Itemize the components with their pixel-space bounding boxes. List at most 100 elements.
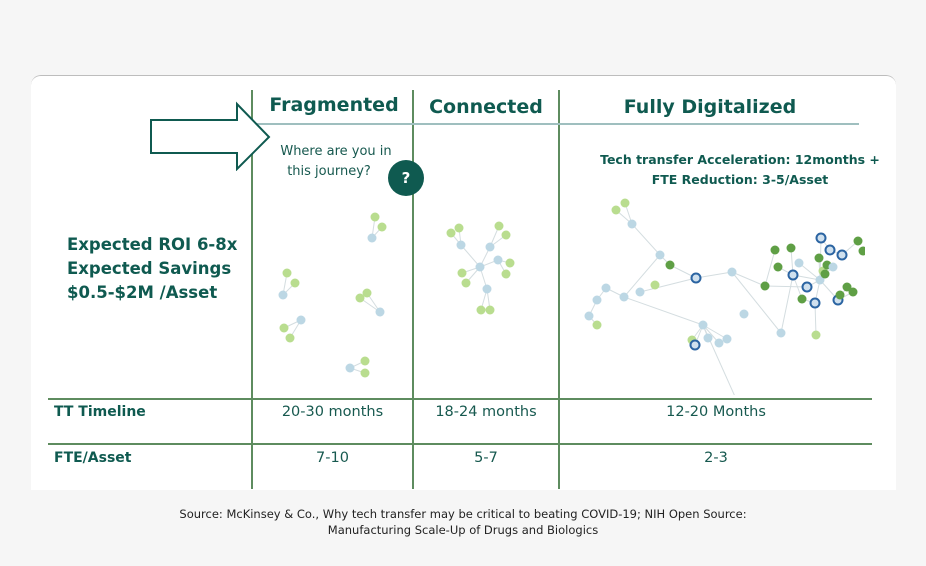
network-node [835, 290, 845, 300]
network-node [584, 311, 594, 321]
network-node [786, 243, 796, 253]
row-divider-fte [48, 443, 872, 445]
network-node [689, 339, 701, 351]
network-node [627, 219, 637, 229]
network-node [279, 323, 289, 333]
network-node [848, 287, 858, 297]
network-node [296, 315, 306, 325]
network-edge [731, 271, 766, 287]
network-node [362, 288, 372, 298]
fte-digitalized: 2-3 [704, 450, 728, 466]
timeline-digitalized: 12-20 Months [666, 404, 766, 420]
network-node [454, 223, 464, 233]
column-title-fragmented: Fragmented [269, 94, 399, 116]
network-node [501, 230, 511, 240]
network-node [794, 258, 804, 268]
journey-question-line1: Where are you in [280, 144, 392, 159]
right-arrow-icon [150, 101, 271, 171]
fte-connected: 5-7 [474, 450, 498, 466]
divider-fragmented-left [251, 90, 253, 489]
network-edge [798, 262, 821, 281]
source-citation: Source: McKinsey & Co., Why tech transfe… [0, 506, 926, 538]
network-node [446, 228, 456, 238]
network-node [592, 295, 602, 305]
network-node [457, 268, 467, 278]
network-node [619, 292, 629, 302]
network-node [367, 233, 377, 243]
network-node [773, 262, 783, 272]
network-node [801, 281, 813, 293]
network-node [370, 212, 380, 222]
network-node [853, 236, 863, 246]
roi-summary: Expected ROI 6-8x Expected Savings $0.5-… [67, 233, 237, 305]
network-node [828, 262, 838, 272]
network-node [493, 255, 503, 265]
row-label-fte-asset: FTE/Asset [54, 450, 132, 466]
network-node [476, 305, 486, 315]
row-divider-timeline [48, 398, 872, 400]
network-node [592, 320, 602, 330]
header-underline [255, 123, 859, 125]
network-node [842, 282, 852, 292]
network-node [824, 244, 836, 256]
source-line2: Manufacturing Scale-Up of Drugs and Biol… [327, 523, 599, 537]
network-node [461, 278, 471, 288]
network-node [814, 253, 824, 263]
journey-question-line2: this journey? [287, 164, 371, 179]
network-node [482, 284, 492, 294]
divider-digital-left [558, 90, 560, 489]
network-node [797, 294, 807, 304]
network-edge [702, 324, 728, 340]
network-edge [623, 296, 704, 326]
network-edge [731, 271, 782, 334]
network-edge [460, 244, 481, 268]
network-edge [780, 274, 794, 334]
network-node [836, 249, 848, 261]
network-node [635, 287, 645, 297]
timeline-connected: 18-24 months [435, 404, 537, 420]
roi-line: Expected ROI 6-8x [67, 235, 238, 254]
network-node [809, 297, 821, 309]
network-node [776, 328, 786, 338]
fragmented-network-graphic [278, 212, 387, 378]
acceleration-metric: Tech transfer Acceleration: 12months + [600, 152, 880, 167]
network-node [494, 221, 504, 231]
network-node [290, 278, 300, 288]
column-title-fully-digitalized: Fully Digitalized [623, 96, 797, 118]
network-node [360, 368, 370, 378]
network-node [858, 246, 865, 256]
timeline-fragmented: 20-30 months [281, 404, 384, 420]
network-node [375, 307, 385, 317]
savings-value-line: $0.5-$2M /Asset [67, 283, 218, 302]
network-node [611, 205, 621, 215]
network-node [703, 333, 713, 343]
network-node [820, 269, 830, 279]
network-node [620, 198, 630, 208]
network-node [722, 334, 732, 344]
network-node [727, 267, 737, 277]
connected-network-graphic [446, 221, 515, 315]
network-node [739, 309, 749, 319]
row-label-tt-timeline: TT Timeline [54, 404, 146, 420]
network-node [601, 283, 611, 293]
network-node [278, 290, 288, 300]
source-line1: Source: McKinsey & Co., Why tech transfe… [179, 507, 747, 521]
network-node [690, 272, 702, 284]
network-node [282, 268, 292, 278]
savings-label-line: Expected Savings [67, 259, 232, 278]
network-edge [702, 324, 735, 395]
network-node [475, 262, 485, 272]
network-edge [639, 277, 697, 293]
fte-fragmented: 7-10 [316, 450, 349, 466]
network-node [665, 260, 675, 270]
network-node [505, 258, 515, 268]
network-edge [623, 254, 661, 298]
network-node [714, 338, 724, 348]
network-node [377, 222, 387, 232]
network-node [285, 333, 295, 343]
network-node [815, 232, 827, 244]
network-node [456, 240, 466, 250]
journey-question: Where are you in this journey? [272, 142, 400, 182]
question-badge-icon[interactable]: ? [388, 160, 424, 196]
network-node [770, 245, 780, 255]
